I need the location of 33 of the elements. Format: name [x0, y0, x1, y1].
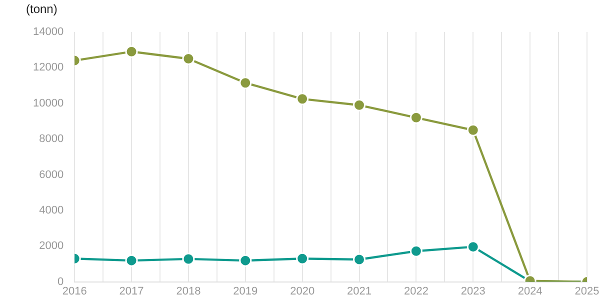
x-tick-label: 2019: [233, 285, 258, 298]
y-tick-label: 8000: [39, 133, 64, 146]
point: [353, 98, 366, 112]
x-tick-label: 2018: [176, 285, 201, 298]
x-tick-label: 2024: [518, 285, 542, 298]
point: [182, 52, 195, 66]
x-tick-label: 2021: [347, 285, 372, 298]
x-tick-label: 2017: [119, 285, 144, 298]
y-tick-label: 12000: [32, 62, 64, 74]
point: [296, 92, 309, 106]
point: [125, 254, 138, 267]
x-tick-label: 2023: [460, 285, 486, 298]
point: [239, 254, 252, 267]
point: [353, 253, 366, 266]
point: [410, 244, 422, 258]
x-tick-label: 2025: [574, 285, 600, 298]
y-tick-label: 0: [57, 276, 64, 288]
y-tick-label: 2000: [39, 240, 64, 252]
y-tick-label: 10000: [32, 97, 64, 110]
point: [410, 111, 422, 124]
point: [296, 252, 309, 265]
x-tick-label: 2016: [62, 285, 87, 298]
y-tick-label: 4000: [39, 204, 64, 216]
point: [125, 45, 138, 58]
point: [466, 240, 480, 254]
point: [466, 124, 480, 136]
point: [239, 76, 252, 90]
x-tick-label: 2020: [290, 285, 315, 298]
point: [182, 252, 195, 266]
y-tick-label: 14000: [32, 26, 64, 38]
y-tick-label: 6000: [39, 168, 64, 181]
y-axis-title: (tonn): [26, 2, 58, 16]
x-tick-label: 2022: [404, 285, 428, 298]
